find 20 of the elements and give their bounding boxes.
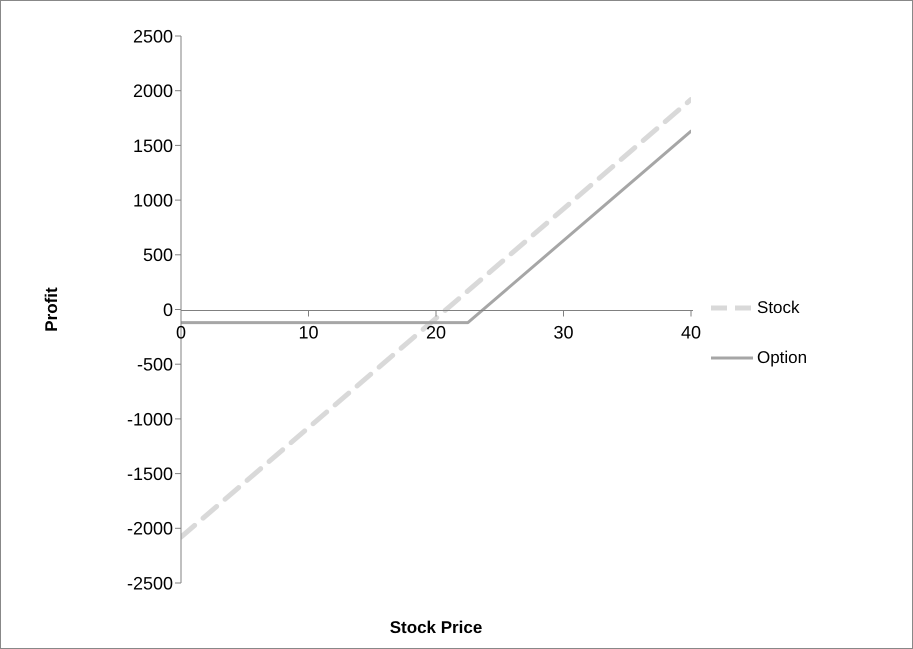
y-tick-label: -1000 (126, 409, 173, 430)
x-tick-label: 40 (680, 322, 702, 342)
y-tick-label: -2000 (126, 518, 173, 539)
x-tick-label: 20 (426, 322, 446, 342)
y-tick-label: 0 (162, 300, 173, 320)
y-tick-label: -1500 (126, 464, 173, 484)
legend-label: Option (757, 348, 808, 368)
y-tick-label: 2000 (132, 81, 173, 102)
x-tick-label: 0 (176, 322, 186, 342)
legend-label: Stock (757, 298, 800, 318)
x-tick-label: 30 (553, 322, 574, 342)
y-tick-label: -2500 (126, 573, 173, 594)
y-axis-title: Profit (42, 286, 62, 332)
y-tick-label: 1500 (132, 136, 173, 156)
y-tick-label: -500 (136, 354, 173, 375)
y-tick-label: 500 (142, 245, 173, 266)
y-tick-label: 1000 (132, 190, 173, 210)
y-tick-label: 2500 (132, 26, 173, 46)
x-axis-title: Stock Price (390, 618, 482, 637)
x-tick-label: 10 (298, 322, 319, 342)
